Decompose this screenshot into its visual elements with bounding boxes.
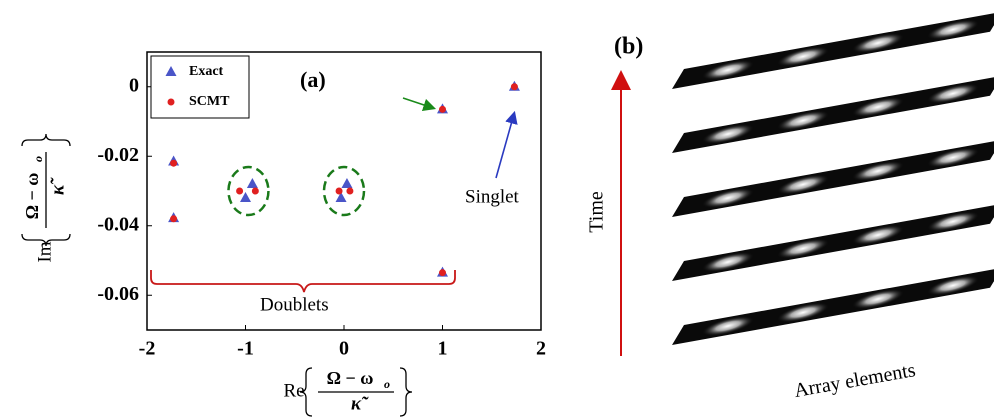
x-tick-label: 1 [438,338,448,360]
axis-label-denominator: κ̃ [47,177,68,195]
dot-marker [252,188,259,195]
doublet-circle [228,167,268,215]
axis-label-denominator: κ̃ [351,393,369,414]
legend-label: Exact [189,64,224,79]
dot-marker [168,99,175,106]
y-tick-label: -0.04 [97,213,139,235]
dot-marker [346,188,353,195]
axis-label-prefix: Im [34,241,55,262]
array-slab [672,268,994,345]
dot-marker [511,83,518,90]
brace [22,234,70,246]
brace [300,368,312,416]
annotation: Singlet [465,186,520,207]
green-arrow [403,98,433,108]
y-tick-label: 0 [129,74,139,96]
array-slab [672,140,994,217]
dot-marker [439,269,446,276]
axis-label-subscript: o [384,377,390,391]
axis-label-subscript: o [31,156,45,162]
blue-arrow [496,114,514,178]
triangle-marker [247,178,258,188]
annotation: Doublets [260,294,329,315]
array-slab [672,12,994,89]
x-tick-label: 2 [536,338,546,360]
dot-marker [336,188,343,195]
legend-label: SCMT [189,94,230,109]
figure: -2 -1 0 1 2 0 -0.02 -0.04 -0.06 Re Ω − ω o κ̃ Im Ω − ω… [0,0,994,420]
axis-label-numerator: Ω − ω [327,368,374,388]
axis-label: Im Ω − ω o κ̃ [22,134,70,263]
dot-marker [170,215,177,222]
brace [22,134,70,146]
axis-label-numerator: Ω − ω [22,173,42,220]
x-tick-label: 0 [339,338,349,360]
dot-marker [170,160,177,167]
panel-label: (b) [614,34,643,60]
y-tick-label: -0.02 [97,144,139,166]
doublet-circle [324,167,364,215]
array-slab [672,204,994,281]
dot-marker [439,106,446,113]
y-tick-label: -0.06 [97,283,139,305]
panel-label: (a) [300,67,326,92]
x-tick-label: -2 [139,338,156,360]
axis-label-prefix: Re [283,380,304,401]
time-label: Time [586,191,608,233]
axis-label: Re Ω − ω o κ̃ [283,368,412,416]
array-label: Array elements [792,359,917,402]
triangle-marker [341,178,352,188]
doublets-bracket [151,270,455,292]
dot-marker [236,188,243,195]
x-tick-label: -1 [237,338,254,360]
array-slab [672,76,994,153]
brace [400,368,412,416]
